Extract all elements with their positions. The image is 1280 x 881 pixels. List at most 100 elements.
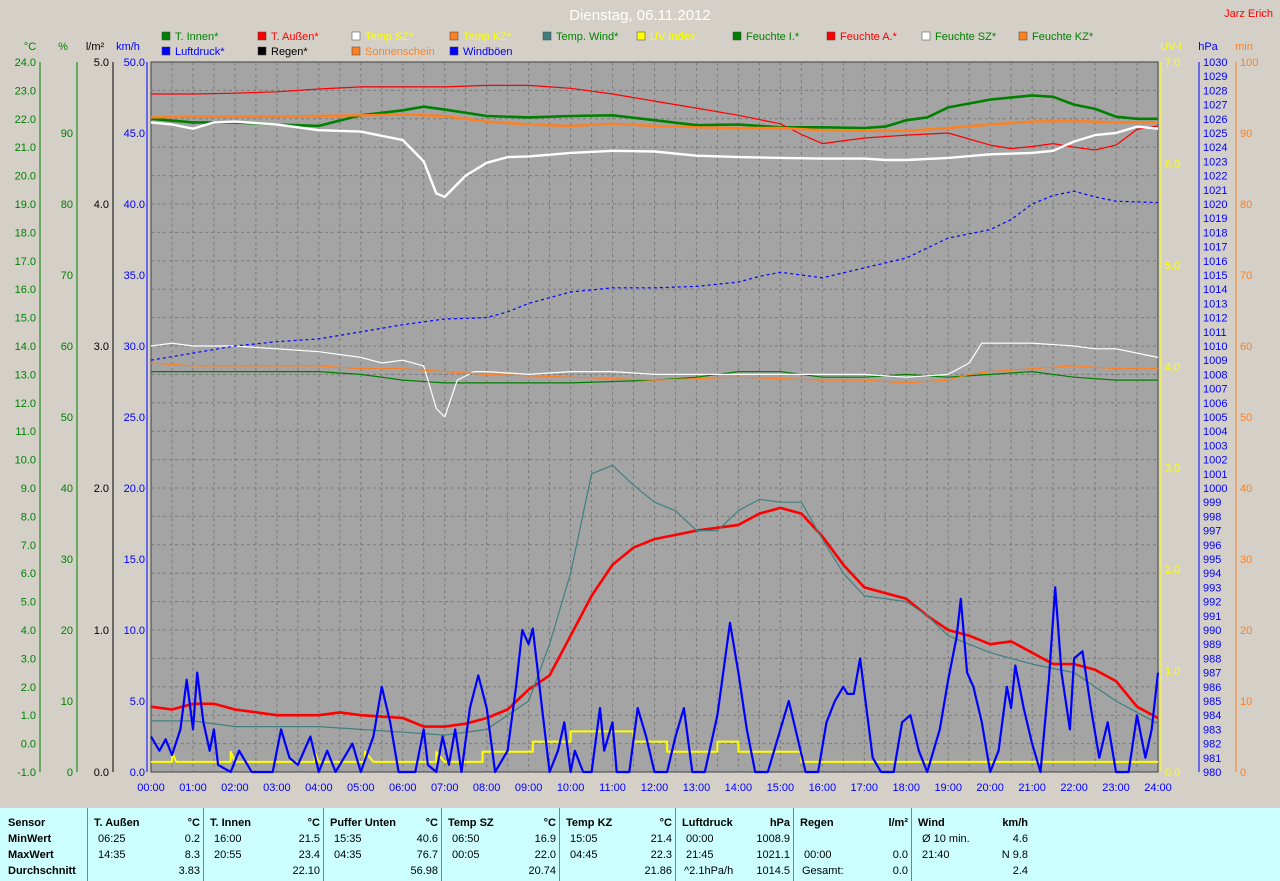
temp-tick-label: 8.0 <box>21 511 36 523</box>
temp-tick-label: 2.0 <box>21 682 36 694</box>
summary-separator <box>559 808 560 881</box>
series-feuchte-sz <box>150 120 1159 199</box>
sunshine-tick-label: 0 <box>1240 767 1246 779</box>
summary-group-unit: km/h <box>1002 817 1028 829</box>
temp-tick-label: 24.0 <box>15 57 36 69</box>
summary-min-value: 1008.9 <box>756 833 790 845</box>
legend-swatch <box>161 46 171 56</box>
summary-group-name: Wind <box>918 817 945 829</box>
time-tick-label: 07:00 <box>431 782 459 794</box>
legend-label: Temp KZ* <box>463 31 512 43</box>
summary-avg-label: Gesamt: <box>802 865 844 877</box>
pressure-tick-label: 1024 <box>1203 142 1227 154</box>
wind-tick-label: 10.0 <box>124 625 145 637</box>
summary-min-value: 40.6 <box>416 833 438 845</box>
uv-tick-label: 5.0 <box>1165 260 1180 272</box>
summary-avg-value: 56.98 <box>410 865 438 877</box>
humidity-tick-label: 90 <box>61 128 73 140</box>
summary-min-time: Ø 10 min. <box>922 833 970 845</box>
legend-swatch <box>732 31 742 41</box>
summary-group-unit: hPa <box>769 817 790 829</box>
legend-swatch <box>542 31 552 41</box>
pressure-tick-label: 1012 <box>1203 313 1227 325</box>
wind-tick-label: 35.0 <box>124 270 145 282</box>
time-tick-label: 20:00 <box>976 782 1004 794</box>
summary-max-time: 04:35 <box>334 849 362 861</box>
series-feuchte-a <box>151 84 1159 151</box>
time-tick-label: 24:00 <box>1144 782 1172 794</box>
legend-label: Feuchte KZ* <box>1032 31 1094 43</box>
pressure-tick-label: 1018 <box>1203 227 1227 239</box>
summary-max-time: 20:55 <box>214 849 242 861</box>
time-tick-label: 04:00 <box>305 782 333 794</box>
summary-avg-label: ^2.1hPa/h <box>684 865 734 877</box>
legend-label: T. Innen* <box>175 31 219 43</box>
legend-swatch <box>1018 31 1028 41</box>
pressure-tick-label: 995 <box>1203 554 1221 566</box>
summary-avg-value: 2.4 <box>1012 865 1028 877</box>
time-tick-label: 01:00 <box>179 782 207 794</box>
legend-swatch <box>257 31 267 41</box>
time-tick-label: 11:00 <box>599 782 626 794</box>
summary-max-value: 22.0 <box>534 849 556 861</box>
summary-avg-value: 20.74 <box>528 865 556 877</box>
rain-tick-label: 3.0 <box>94 341 109 353</box>
pressure-tick-label: 992 <box>1203 597 1221 609</box>
axis-unit-label: km/h <box>116 41 140 53</box>
pressure-tick-label: 1017 <box>1203 242 1227 254</box>
uv-tick-label: 1.0 <box>1165 666 1180 678</box>
pressure-tick-label: 1009 <box>1203 355 1227 367</box>
summary-separator <box>441 808 442 881</box>
summary-separator <box>87 808 88 881</box>
summary-group-unit: °C <box>187 817 200 829</box>
pressure-tick-label: 1004 <box>1203 426 1227 438</box>
pressure-tick-label: 993 <box>1203 582 1221 594</box>
summary-table: Sensor MinWert MaxWert Durchschnitt T. Außen… <box>0 808 1280 881</box>
summary-max-time: 00:05 <box>452 849 480 861</box>
author-label: Jarz Erich <box>1224 8 1273 20</box>
summary-min-value: 21.5 <box>298 833 320 845</box>
pressure-tick-label: 997 <box>1203 526 1221 538</box>
humidity-tick-label: 80 <box>61 199 73 211</box>
summary-max-time: 14:35 <box>98 849 126 861</box>
series-temp-kz <box>150 362 1158 384</box>
summary-min-time: 15:35 <box>334 833 362 845</box>
summary-min-value: 0.2 <box>184 833 200 845</box>
summary-avg-value: 21.86 <box>644 865 672 877</box>
summary-max-time: 04:45 <box>570 849 598 861</box>
pressure-tick-label: 1020 <box>1203 199 1227 211</box>
time-tick-label: 23:00 <box>1102 782 1130 794</box>
data-series <box>150 84 1160 774</box>
humidity-tick-label: 70 <box>61 270 73 282</box>
summary-group-unit: °C <box>659 817 672 829</box>
axis-unit-label: l/m² <box>86 41 105 53</box>
summary-max-time: 21:40 <box>922 849 950 861</box>
wind-tick-label: 30.0 <box>124 341 145 353</box>
legend-swatch <box>257 46 267 56</box>
summary-min-value: 21.4 <box>650 833 672 845</box>
legend-swatch <box>351 46 361 56</box>
pressure-tick-label: 1001 <box>1203 469 1227 481</box>
legend-swatch <box>449 31 459 41</box>
temp-tick-label: 0.0 <box>21 739 36 751</box>
pressure-tick-label: 980 <box>1203 767 1221 779</box>
grid-lines <box>151 62 1158 772</box>
sunshine-tick-label: 30 <box>1240 554 1252 566</box>
legend-label: Sonnenschein <box>365 46 435 58</box>
summary-group-name: Temp KZ <box>566 817 613 829</box>
legend-label: UV Index <box>650 31 696 43</box>
series-uv-index <box>151 730 1158 763</box>
summary-min-time: 06:25 <box>98 833 126 845</box>
sunshine-tick-label: 100 <box>1240 57 1258 69</box>
time-tick-label: 17:00 <box>851 782 879 794</box>
pressure-tick-label: 1005 <box>1203 412 1227 424</box>
temp-tick-label: 18.0 <box>15 227 36 239</box>
temp-tick-label: 22.0 <box>15 114 36 126</box>
sunshine-tick-label: 70 <box>1240 270 1252 282</box>
legend-label: Feuchte SZ* <box>935 31 997 43</box>
legend-swatch <box>351 31 361 41</box>
wind-tick-label: 15.0 <box>124 554 145 566</box>
sunshine-tick-label: 60 <box>1240 341 1252 353</box>
time-tick-label: 12:00 <box>641 782 669 794</box>
rain-tick-label: 4.0 <box>94 199 109 211</box>
